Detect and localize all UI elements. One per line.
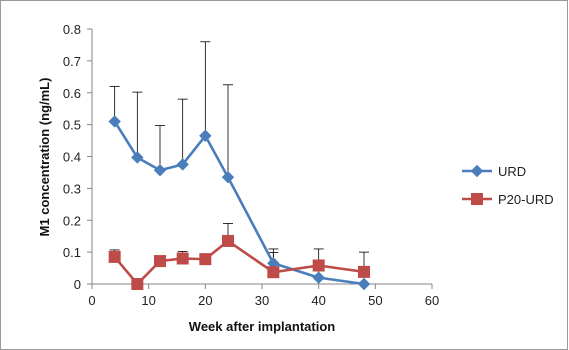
data-point-square: [131, 278, 144, 290]
data-point-diamond: [131, 151, 144, 164]
data-point-square: [199, 253, 212, 266]
legend-label: P20-URD: [498, 192, 554, 207]
y-tick-label: 0.1: [63, 245, 81, 260]
data-point-diamond: [357, 277, 371, 291]
tick-labels: 0 0.1 0.2 0.3 0.4 0.5 0.6 0.7 0.8 0 10 20 30 40 50 60: [63, 22, 439, 308]
data-point-square: [312, 259, 325, 272]
x-tick-label: 30: [255, 293, 269, 308]
legend-label: URD: [498, 164, 526, 179]
data-point-square: [154, 255, 166, 268]
y-axis-title: M1 concentration (ng/mL): [37, 78, 52, 237]
data-point-diamond: [199, 129, 212, 142]
y-tick-label: 0.8: [63, 22, 81, 37]
legend-marker-diamond: [470, 164, 484, 178]
data-point-diamond: [312, 271, 325, 284]
y-tick-label: 0: [74, 277, 81, 292]
data-point-diamond: [176, 158, 189, 171]
data-point-square: [267, 266, 280, 279]
x-tick-label: 20: [198, 293, 212, 308]
legend-marker-square: [471, 193, 483, 205]
data-point-diamond: [221, 171, 235, 184]
data-point-square: [176, 252, 189, 265]
axes: [87, 28, 433, 289]
y-tick-label: 0.4: [63, 150, 81, 165]
x-tick-label: 50: [368, 293, 382, 308]
x-tick-label: 60: [425, 293, 439, 308]
data-point-square: [358, 265, 370, 278]
data-point-square: [222, 234, 234, 247]
data-point-diamond: [108, 115, 121, 128]
y-tick-label: 0.6: [63, 86, 81, 101]
y-tick-label: 0.7: [63, 54, 81, 69]
x-tick-label: 0: [88, 293, 95, 308]
legend: URD P20-URD: [462, 164, 554, 207]
x-tick-label: 40: [311, 293, 325, 308]
x-tick-label: 10: [141, 293, 155, 308]
x-axis-title: Week after implantation: [189, 319, 335, 334]
series: [108, 115, 371, 291]
y-tick-label: 0.5: [63, 118, 81, 133]
y-tick-label: 0.3: [63, 181, 81, 196]
data-point-square: [108, 250, 121, 263]
data-point-diamond: [153, 163, 167, 177]
y-tick-label: 0.2: [63, 213, 81, 228]
